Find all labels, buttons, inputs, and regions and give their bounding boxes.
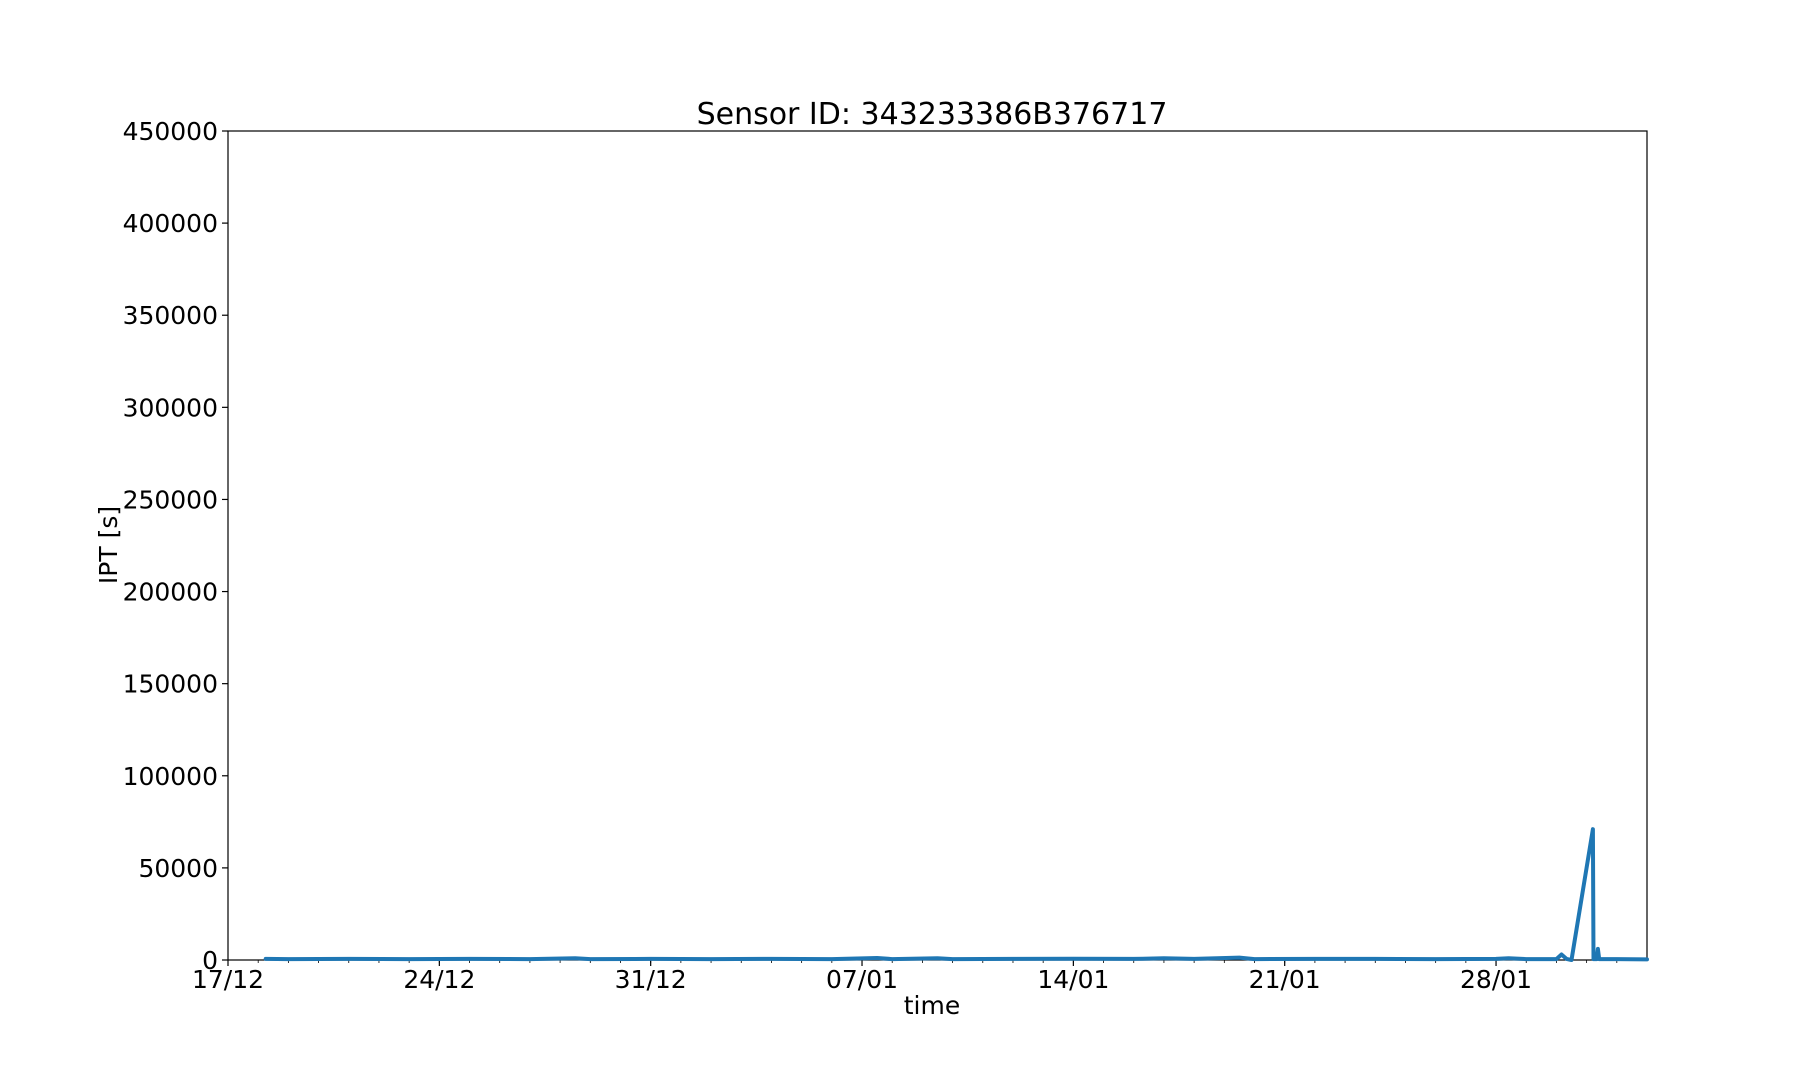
x-axis-label: time (904, 991, 960, 1020)
x-tick-label: 24/12 (403, 965, 475, 994)
y-tick-label: 450000 (123, 117, 218, 146)
x-tick-label: 07/01 (826, 965, 898, 994)
y-tick-label: 300000 (123, 393, 218, 422)
chart-title: Sensor ID: 343233386B376717 (697, 97, 1168, 132)
x-tick-label: 21/01 (1249, 965, 1321, 994)
y-tick-label: 250000 (123, 485, 218, 514)
y-axis-label: IPT [s] (94, 506, 123, 584)
x-tick-label: 28/01 (1460, 965, 1532, 994)
y-tick-label: 50000 (138, 854, 218, 883)
y-tick-label: 100000 (123, 762, 218, 791)
x-axis-ticks: 17/12 24/12 31/12 07/01 14/01 21/01 28/01 (192, 960, 1532, 994)
series-group (263, 827, 1649, 962)
y-tick-label: 0 (202, 946, 218, 975)
y-tick-label: 400000 (123, 209, 218, 238)
plot-frame (227, 130, 1648, 961)
x-tick-label: 14/01 (1037, 965, 1109, 994)
y-tick-label: 350000 (123, 301, 218, 330)
series-line (263, 827, 1649, 962)
x-tick-label: 31/12 (615, 965, 687, 994)
x-tick-label: 17/12 (192, 965, 264, 994)
y-axis-ticks: 0 50000 100000 150000 200000 250000 300000 3500… (123, 117, 228, 975)
y-tick-label: 200000 (123, 578, 218, 607)
y-tick-label: 150000 (123, 670, 218, 699)
